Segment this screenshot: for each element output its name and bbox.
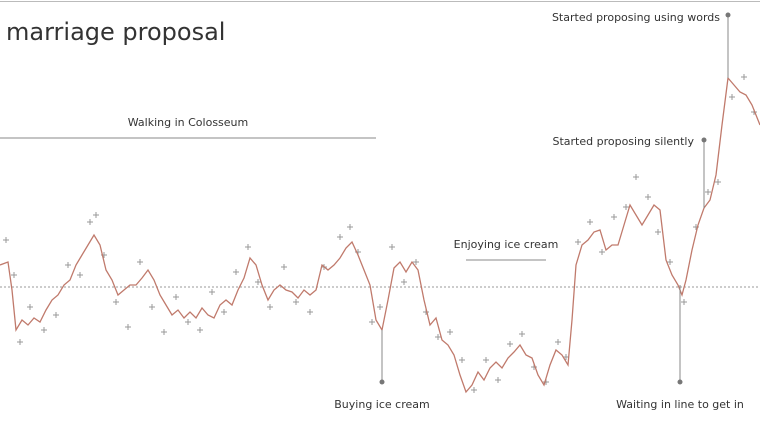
annotation-dot [379,379,385,385]
scatter-point [575,239,581,245]
scatter-point [173,294,179,300]
data-line [0,76,760,394]
scatter-point [197,327,203,333]
scatter-point [633,174,639,180]
annotation-label: Waiting in line to get in [616,398,744,411]
span-label: Walking in Colosseum [128,116,248,129]
annotation-dot [725,12,731,18]
scatter-point [125,324,131,330]
span-label: Enjoying ice cream [454,238,559,251]
annotation-label: Buying ice cream [334,398,429,411]
scatter-point [137,259,143,265]
annotation-label: Started proposing using words [552,11,720,24]
scatter-point [149,304,155,310]
scatter-point [555,339,561,345]
scatter-point [281,264,287,270]
scatter-point [483,357,489,363]
scatter-point [599,249,605,255]
annotation-dot [677,379,683,385]
scatter-point [185,319,191,325]
scatter-point [27,304,33,310]
scatter-point [377,304,383,310]
scatter-point [347,224,353,230]
scatter-point [65,262,71,268]
scatter-point [645,194,651,200]
scatter-point [587,219,593,225]
scatter-point [519,331,525,337]
scatter-point [77,272,83,278]
scatter-point [459,357,465,363]
scatter-point [389,244,395,250]
scatter-point [729,94,735,100]
scatter-point [209,289,215,295]
scatter-point [655,229,661,235]
annotation-dot [701,137,707,143]
scatter-point [413,259,419,265]
scatter-point [435,334,441,340]
scatter-point [471,387,477,393]
scatter-point [11,272,17,278]
scatter-point [563,354,569,360]
scatter-point [667,259,673,265]
scatter-point [447,329,453,335]
scatter-point [245,244,251,250]
scatter-point [623,204,629,210]
scatter-point [17,339,23,345]
scatter-point [161,329,167,335]
scatter-point [93,212,99,218]
scatter-point [337,234,343,240]
scatter-point [369,319,375,325]
annotation-label: Started proposing silently [552,135,694,148]
scatter-point [401,279,407,285]
scatter-point [221,309,227,315]
scatter-point [715,179,721,185]
scatter-point [41,327,47,333]
scatter-point [507,341,513,347]
scatter-point [113,299,119,305]
scatter-point [87,219,93,225]
scatter-point [293,299,299,305]
scatter-point [233,269,239,275]
scatter-point [3,237,9,243]
scatter-point [53,312,59,318]
scatter-point [307,309,313,315]
scatter-point [267,304,273,310]
scatter-point [611,214,617,220]
scatter-point [741,74,747,80]
scatter-point [255,279,261,285]
chart-title: marriage proposal [6,18,225,46]
scatter-point [705,189,711,195]
scatter-point [681,299,687,305]
scatter-point [495,377,501,383]
